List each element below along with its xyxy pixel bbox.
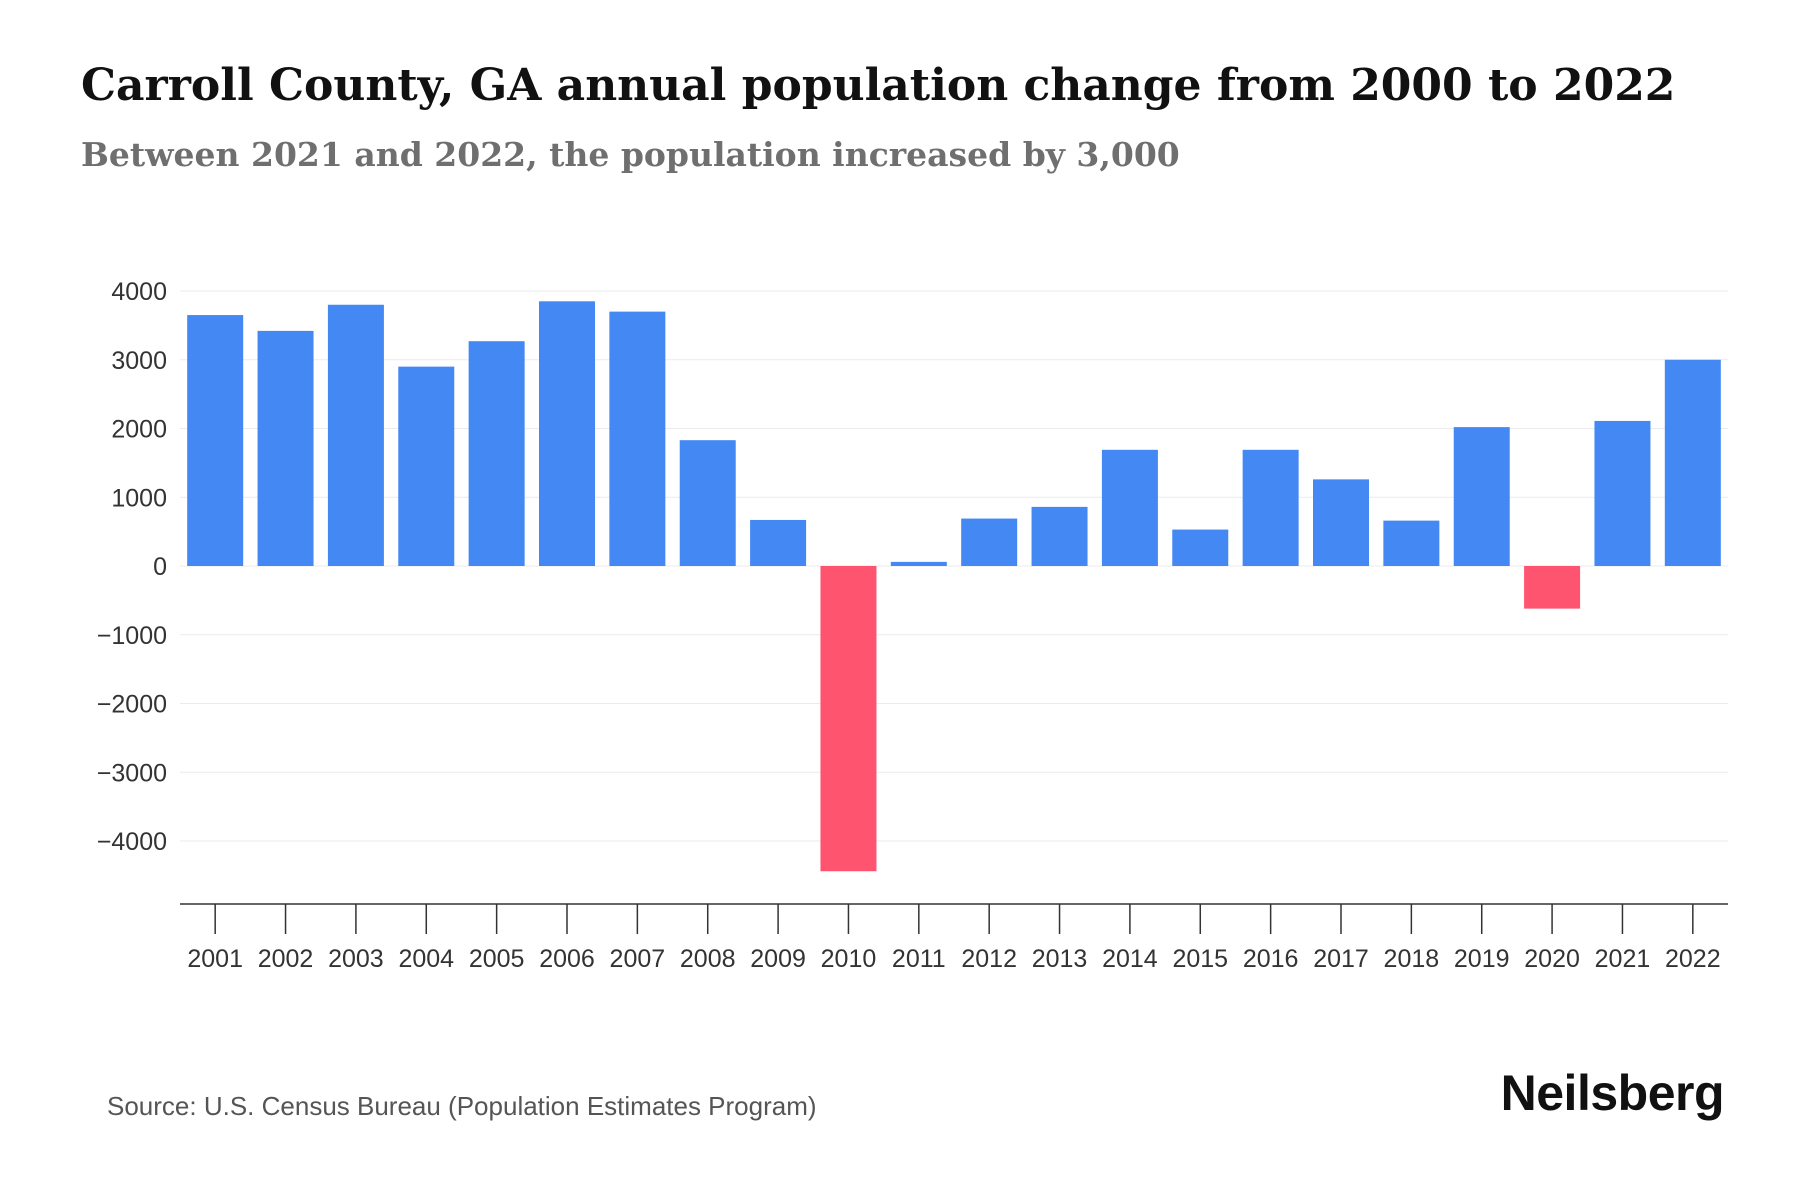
bar-2019 [1453,427,1510,566]
x-tick-label: 2021 [1595,945,1651,973]
y-tick-label: −1000 [97,622,167,650]
x-tick-label: 2005 [469,945,525,973]
x-tick-label: 2001 [187,945,243,973]
bar-2008 [679,440,736,566]
y-tick-label: 1000 [111,484,167,512]
x-tick-label: 2016 [1243,945,1299,973]
y-tick-label: −2000 [97,691,167,719]
x-tick-label: 2007 [610,945,666,973]
x-tick-label: 2015 [1172,945,1228,973]
x-tick-label: 2004 [398,945,454,973]
bar-2004 [398,366,455,566]
bar-2012 [961,518,1018,566]
bar-2005 [468,341,525,566]
bar-2010 [820,566,877,872]
bar-2018 [1383,520,1440,566]
bar-2007 [609,311,666,566]
bar-2022 [1664,359,1721,566]
bar-2013 [1031,506,1088,566]
x-tick-label: 2002 [258,945,314,973]
neilsberg-logo: Neilsberg [1500,1065,1725,1121]
x-tick-label: 2003 [328,945,384,973]
bar-2021 [1594,420,1651,566]
bar-2014 [1101,449,1158,566]
bar-2009 [750,519,807,566]
source-note: Source: U.S. Census Bureau (Population E… [107,1091,817,1121]
y-tick-label: 4000 [111,278,167,306]
bar-2016 [1242,449,1299,566]
y-tick-label: −4000 [97,828,167,856]
x-tick-label: 2009 [750,945,806,973]
chart-title: Carroll County, GA annual population cha… [81,60,1676,111]
x-tick-label: 2018 [1384,945,1440,973]
bar-2015 [1172,529,1229,566]
x-tick-label: 2013 [1032,945,1088,973]
bar-2020 [1524,566,1581,609]
x-tick-label: 2008 [680,945,736,973]
x-tick-label: 2010 [821,945,877,973]
y-tick-label: 2000 [111,416,167,444]
bar-2011 [890,561,947,566]
y-tick-label: −3000 [97,759,167,787]
y-tick-label: 3000 [111,347,167,375]
x-tick-label: 2020 [1524,945,1580,973]
x-tick-label: 2022 [1665,945,1721,973]
x-tick-label: 2014 [1102,945,1158,973]
y-tick-label: 0 [153,553,167,581]
bar-2001 [187,315,244,566]
x-tick-label: 2012 [961,945,1017,973]
x-tick-label: 2006 [539,945,595,973]
bar-2002 [257,330,314,566]
x-tick-label: 2019 [1454,945,1510,973]
x-tick-label: 2011 [892,945,946,973]
bar-2017 [1313,479,1369,566]
bar-2003 [327,304,384,566]
chart-subtitle: Between 2021 and 2022, the population in… [81,135,1180,174]
x-tick-label: 2017 [1313,945,1369,973]
bar-2006 [539,301,595,566]
